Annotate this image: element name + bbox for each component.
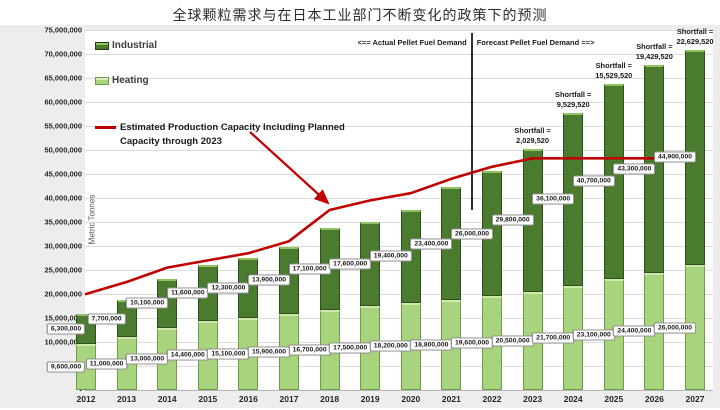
heating-value-label: 20,500,000	[491, 335, 534, 347]
industrial-value-label: 43,300,000	[613, 163, 656, 175]
y-axis-tick: 30,000,000	[44, 241, 82, 251]
y-axis-tick: 60,000,000	[44, 97, 82, 107]
y-axis-tick: 50,000,000	[44, 145, 82, 155]
shortfall-label-2024: Shortfall = 9,529,520	[555, 89, 592, 109]
gridline	[85, 54, 713, 55]
heating-value-label: 19,600,000	[450, 337, 494, 349]
y-axis-tick: 10,000,000	[44, 337, 82, 347]
industrial-value-label: 36,100,000	[532, 193, 575, 205]
industrial-value-label: 17,100,000	[288, 263, 331, 275]
y-axis-tick: 65,000,000	[44, 73, 82, 83]
y-axis-title: Metric Tonnes	[87, 194, 97, 245]
industrial-value-label: 12,300,000	[207, 282, 250, 294]
shortfall-label-2025: Shortfall = 15,529,520	[595, 60, 633, 80]
industrial-value-label: 13,900,000	[247, 274, 291, 286]
shortfall-label-2023: Shortfall = 2,029,520	[514, 125, 551, 145]
gridline	[85, 318, 713, 319]
x-axis-tick-2022: 2022	[482, 394, 502, 404]
industrial-value-label: 19,400,000	[369, 250, 412, 262]
actual-demand-label: <== Actual Pellet Fuel Demand	[357, 38, 467, 47]
industrial-value-label: 23,400,000	[410, 238, 453, 250]
x-axis-tick-2026: 2026	[644, 394, 664, 404]
shortfall-label-2026: Shortfall = 19,429,520	[635, 42, 673, 62]
industrial-swatch-icon	[95, 41, 109, 50]
heating-value-label: 14,400,000	[166, 349, 209, 361]
industrial-value-label: 29,800,000	[491, 214, 534, 226]
heating-value-label: 9,600,000	[46, 361, 86, 373]
heating-value-label: 26,000,000	[653, 322, 697, 334]
gridline	[85, 30, 713, 31]
heating-value-label: 21,700,000	[532, 332, 575, 344]
gridline	[85, 366, 713, 367]
y-axis-tick: 75,000,000	[44, 25, 82, 35]
x-axis-tick-2025: 2025	[604, 394, 624, 404]
x-axis-tick-2012: 2012	[76, 394, 96, 404]
x-axis-tick-2015: 2015	[198, 394, 218, 404]
heating-value-label: 24,400,000	[613, 325, 656, 337]
x-axis-tick-2021: 2021	[441, 394, 461, 404]
actual-forecast-divider-line	[470, 33, 473, 210]
gridline	[85, 150, 713, 151]
industrial-value-label: 17,600,000	[329, 258, 372, 270]
y-axis-tick: 25,000,000	[44, 265, 82, 275]
heating-value-label: 13,000,000	[126, 353, 169, 365]
gridline	[85, 126, 713, 127]
industrial-value-label: 11,600,000	[166, 287, 209, 299]
chart-title: 全球颗粒需求与在日本工业部门不断变化的政策下的预测	[172, 7, 548, 23]
x-axis-tick-2019: 2019	[360, 394, 380, 404]
forecast-demand-label: Forecast Pellet Fuel Demand ==>	[476, 38, 595, 47]
x-axis-tick-2017: 2017	[279, 394, 299, 404]
shortfall-label-2027: Shortfall = 22,629,520	[676, 26, 714, 46]
legend-industrial-label: Industrial	[112, 40, 158, 51]
y-axis-tick: 15,000,000	[44, 313, 82, 323]
industrial-value-label: 26,000,000	[450, 228, 494, 240]
legend-heating-label: Heating	[112, 75, 149, 86]
industrial-value-label: 40,700,000	[572, 175, 615, 187]
red-line-swatch-icon	[95, 126, 116, 129]
capacity-note: Estimated Production Capacity Including …	[95, 121, 345, 149]
y-axis-tick: 70,000,000	[44, 49, 82, 59]
chart-canvas: Metric Tonnes Industrial Heating Estimat…	[0, 25, 720, 408]
y-axis-tick: -	[79, 385, 83, 395]
legend-item-heating: Heating	[95, 75, 149, 86]
capacity-note-line2: Capacity through 2023	[120, 135, 222, 147]
industrial-value-label: 10,100,000	[126, 297, 169, 309]
x-axis-tick-2027: 2027	[685, 394, 705, 404]
x-axis-tick-2023: 2023	[523, 394, 543, 404]
heating-value-label: 16,700,000	[288, 344, 331, 356]
x-axis-tick-2016: 2016	[238, 394, 258, 404]
capacity-note-line1: Estimated Production Capacity Including …	[120, 122, 345, 133]
y-axis-tick: 40,000,000	[44, 193, 82, 203]
heating-value-label: 11,000,000	[85, 358, 128, 370]
heating-value-label: 23,100,000	[572, 329, 615, 341]
heating-value-label: 18,200,000	[369, 340, 412, 352]
x-axis-tick-2013: 2013	[117, 394, 137, 404]
y-axis-tick: 45,000,000	[44, 169, 82, 179]
heating-value-label: 18,800,000	[410, 339, 453, 351]
y-axis-tick: 20,000,000	[44, 289, 82, 299]
gridline	[85, 78, 713, 79]
heating-value-label: 17,500,000	[329, 342, 372, 354]
legend-item-industrial: Industrial	[95, 40, 157, 51]
industrial-value-label: 6,300,000	[46, 323, 86, 335]
x-axis-tick-2014: 2014	[157, 394, 177, 404]
industrial-value-label: 7,700,000	[87, 313, 126, 325]
y-axis-tick: 55,000,000	[44, 121, 82, 131]
x-axis-tick-2018: 2018	[320, 394, 340, 404]
industrial-value-label: 44,900,000	[653, 151, 697, 163]
heating-swatch-icon	[95, 76, 109, 85]
gridline	[85, 102, 713, 103]
heating-value-label: 15,100,000	[207, 348, 250, 360]
x-axis-tick-2024: 2024	[563, 394, 583, 404]
x-axis-tick-2020: 2020	[401, 394, 421, 404]
y-axis-tick: 35,000,000	[44, 217, 82, 227]
heating-value-label: 15,900,000	[247, 346, 291, 358]
